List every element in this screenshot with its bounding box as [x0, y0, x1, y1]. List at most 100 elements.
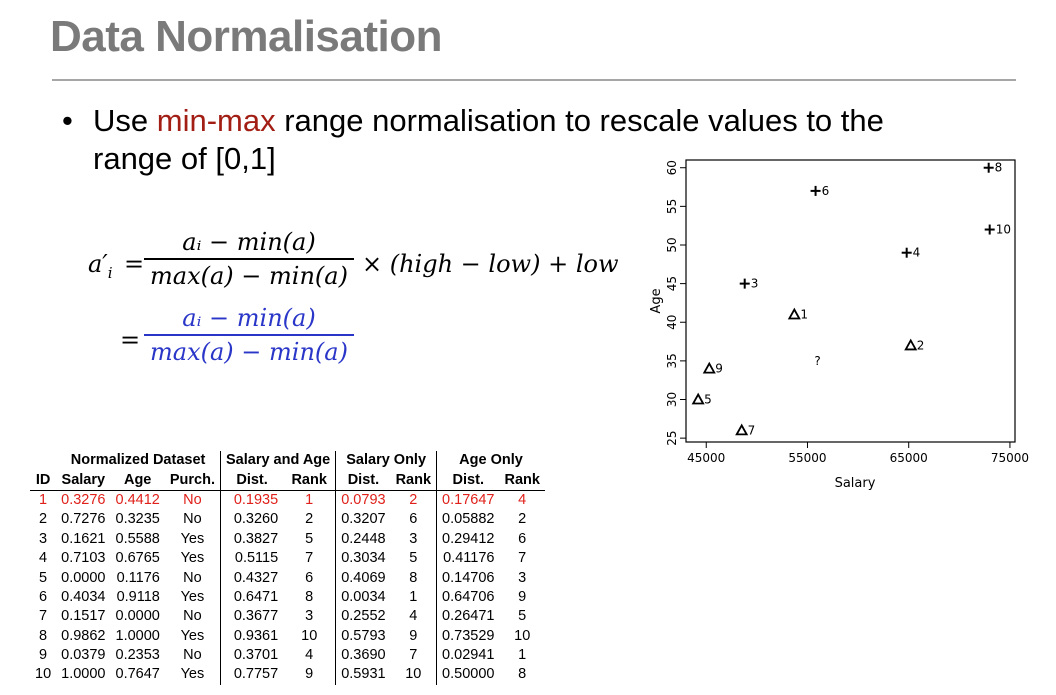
point-label: 9: [715, 362, 723, 376]
bullet-dot: •: [62, 103, 73, 138]
table-row: 2 0.7276 0.3235 No 0.3260 2 0.3207 6 0.05882 2: [30, 510, 545, 530]
formula-fraction-bar-2: [144, 334, 354, 336]
table-cell: 10: [283, 626, 337, 646]
table-cell: No: [164, 645, 221, 666]
table-cell: 0.41176: [443, 550, 495, 567]
table-cell: 1.0000: [61, 666, 106, 683]
formula-numerator: aᵢ − min(a): [182, 228, 316, 256]
table-cell: 0.2448: [341, 530, 386, 547]
table-cell: 0.1621: [61, 530, 106, 547]
table-cell: 8: [518, 666, 527, 683]
table-cell: 1: [518, 647, 527, 664]
x-axis-label: Salary: [835, 476, 876, 491]
table-cell: 0.2552: [341, 608, 386, 625]
table-cell: 0.0379: [61, 647, 106, 664]
plus-marker: [810, 185, 821, 196]
formula-tail: × (high − low) + low: [362, 250, 619, 278]
data-points: 1 2 3 4 5 6 7 8 9 10?: [691, 161, 1011, 437]
table-cell: 0.9361: [233, 627, 279, 644]
table-cell: 0.1935: [233, 491, 279, 508]
table-row: 7 0.1517 0.0000 No 0.3677 3 0.2552 4 0.26471 5: [30, 607, 545, 627]
table-cell: 0.14706: [442, 569, 495, 586]
table-cell: Yes: [164, 665, 221, 685]
query-point-label: ?: [814, 354, 820, 368]
col-header-rank-s: Rank: [390, 470, 438, 491]
table-cell: 0.64706: [442, 588, 495, 605]
formula-fraction-bar: [144, 258, 354, 260]
table-cell: 6: [390, 510, 438, 530]
table-cell: 9: [39, 647, 48, 664]
table-cell: 0.3701: [233, 647, 279, 664]
table-cell: Yes: [164, 548, 221, 569]
table-cell: 7: [39, 608, 48, 625]
table-cell: No: [164, 607, 221, 627]
y-axis: 25 30 35 40 45 50 55 60: [665, 160, 686, 446]
table-cell: 0.29412: [442, 530, 495, 547]
table-cell: 0.5793: [341, 627, 386, 644]
title-divider: [52, 79, 1016, 81]
y-tick-label: 40: [665, 315, 679, 330]
table-cell: Yes: [164, 529, 221, 549]
table-cell: 2: [39, 511, 48, 528]
triangle-marker: [702, 361, 716, 374]
col-header-rank-a: Rank: [499, 470, 545, 491]
point-label: 4: [913, 246, 921, 260]
triangle-marker: [787, 307, 801, 320]
table-cell: 0.7276: [61, 511, 106, 528]
table-cell: 0.0000: [115, 608, 160, 625]
table-cell: 2: [283, 510, 337, 530]
table-cell: 0.1176: [116, 569, 160, 586]
y-tick-label: 60: [665, 160, 679, 175]
table-cell: 1: [39, 491, 48, 508]
table-cell: 0.5588: [115, 530, 160, 547]
table-cell: 0.50000: [442, 666, 495, 683]
table-body: 1 0.3276 0.4412 No 0.1935 1 0.0793 2 0.17647 4 2 0.…: [30, 490, 545, 685]
point-label: 10: [996, 223, 1011, 237]
y-tick-label: 55: [665, 199, 679, 214]
col-header-id: ID: [30, 470, 57, 491]
table-cell: 7: [518, 550, 527, 567]
table-cell: 9: [518, 588, 527, 605]
point-label: 1: [800, 308, 808, 322]
table-cell: 1: [390, 587, 438, 608]
table-cell: 2: [390, 490, 438, 511]
normalized-data-table: Normalized Dataset Salary and Age Salary…: [30, 451, 545, 685]
formula-numerator-2: aᵢ − min(a): [182, 304, 316, 332]
plus-marker: [983, 162, 994, 173]
table-cell: 0.3677: [233, 608, 279, 625]
table-cell: 0.05882: [442, 511, 495, 528]
table-cell: 0.9862: [61, 627, 106, 644]
table-cell: 5: [518, 608, 527, 625]
x-tick-label: 65000: [890, 451, 928, 465]
y-axis-label: Age: [649, 288, 664, 313]
group-header-salary-only: Salary Only: [335, 451, 438, 471]
formula-fraction: aᵢ − min(a) max(a) − min(a): [144, 228, 354, 290]
table-cell: 0.6471: [233, 588, 279, 605]
formula-fraction-2: aᵢ − min(a) max(a) − min(a): [144, 304, 354, 366]
table-cell: 0.3207: [341, 511, 386, 528]
table-cell: 6: [283, 568, 337, 588]
bullet-highlight: min-max: [156, 103, 276, 138]
table-row: 9 0.0379 0.2353 No 0.3701 4 0.3690 7 0.02941 1: [30, 645, 545, 666]
table-row: 5 0.0000 0.1176 No 0.4327 6 0.4069 8 0.14706 3: [30, 568, 545, 588]
table-cell: 0.3690: [341, 647, 386, 664]
table-cell: 0.7103: [61, 550, 106, 567]
y-tick-label: 25: [665, 430, 679, 445]
table-cell: 0.26471: [442, 608, 495, 625]
table-cell: 0.3235: [115, 511, 160, 528]
table-cell: 0.7647: [115, 666, 160, 683]
col-header-purchase: Purch.: [164, 470, 221, 491]
table-cell: 4: [283, 645, 337, 666]
formula-lhs-symbol: a′: [88, 250, 108, 278]
table-cell: 0.4327: [233, 569, 279, 586]
table-cell: 4: [39, 550, 48, 567]
table-cell: 0.4069: [341, 569, 386, 586]
table-row: 10 1.0000 0.7647 Yes 0.7757 9 0.5931 10 0.50000 8: [30, 665, 545, 685]
table-cell: 0.73529: [442, 627, 495, 644]
table-cell: 8: [39, 627, 48, 644]
x-tick-label: 75000: [991, 451, 1029, 465]
y-tick-label: 35: [665, 353, 679, 368]
table-cell: 8: [283, 587, 337, 608]
col-header-dist-sa: Dist.: [220, 470, 284, 491]
col-header-age: Age: [110, 470, 165, 491]
